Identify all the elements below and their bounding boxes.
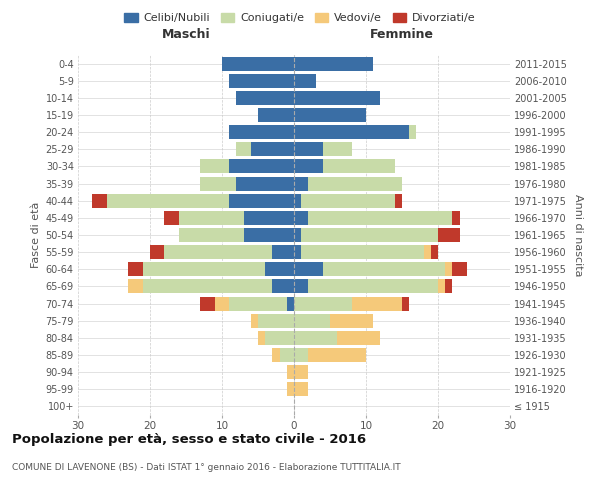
Bar <box>258 108 294 122</box>
Bar <box>294 262 323 276</box>
Bar <box>294 108 366 122</box>
Bar <box>287 382 294 396</box>
Bar <box>323 142 352 156</box>
Text: Popolazione per età, sesso e stato civile - 2016: Popolazione per età, sesso e stato civil… <box>12 432 366 446</box>
Bar <box>395 194 402 207</box>
Bar <box>452 211 460 225</box>
Bar <box>308 348 366 362</box>
Text: Maschi: Maschi <box>161 28 211 42</box>
Bar <box>294 176 308 190</box>
Bar <box>244 228 294 242</box>
Bar <box>431 245 438 259</box>
Bar <box>294 331 337 345</box>
Bar <box>128 280 143 293</box>
Bar <box>251 142 294 156</box>
Bar <box>452 262 467 276</box>
Bar <box>200 160 229 173</box>
Bar <box>301 245 424 259</box>
Bar <box>301 194 395 207</box>
Bar <box>445 280 452 293</box>
Bar <box>143 262 265 276</box>
Bar <box>402 296 409 310</box>
Bar <box>265 262 294 276</box>
Bar <box>294 280 308 293</box>
Bar <box>200 176 236 190</box>
Bar <box>179 228 244 242</box>
Bar <box>294 365 308 379</box>
Bar <box>294 142 323 156</box>
Bar <box>330 314 373 328</box>
Bar <box>107 194 229 207</box>
Bar <box>265 331 294 345</box>
Bar <box>294 74 316 88</box>
Bar <box>215 296 229 310</box>
Bar <box>251 314 258 328</box>
Bar <box>438 228 460 242</box>
Bar <box>294 348 308 362</box>
Bar <box>200 296 215 310</box>
Bar <box>301 228 438 242</box>
Bar <box>229 125 294 139</box>
Bar <box>294 160 323 173</box>
Bar <box>445 262 452 276</box>
Bar <box>294 56 373 70</box>
Bar <box>150 245 164 259</box>
Bar <box>287 365 294 379</box>
Text: Femmine: Femmine <box>370 28 434 42</box>
Bar <box>179 211 244 225</box>
Text: COMUNE DI LAVENONE (BS) - Dati ISTAT 1° gennaio 2016 - Elaborazione TUTTITALIA.I: COMUNE DI LAVENONE (BS) - Dati ISTAT 1° … <box>12 462 401 471</box>
Bar <box>294 125 409 139</box>
Bar <box>424 245 431 259</box>
Bar <box>258 331 265 345</box>
Bar <box>323 160 395 173</box>
Bar <box>272 348 280 362</box>
Bar <box>258 314 294 328</box>
Bar <box>229 194 294 207</box>
Bar <box>222 56 294 70</box>
Bar <box>294 211 308 225</box>
Bar <box>272 280 294 293</box>
Bar <box>294 194 301 207</box>
Bar <box>294 245 301 259</box>
Bar <box>294 314 330 328</box>
Bar <box>308 211 452 225</box>
Bar <box>143 280 272 293</box>
Bar <box>287 296 294 310</box>
Bar <box>337 331 380 345</box>
Bar <box>244 211 294 225</box>
Bar <box>323 262 445 276</box>
Bar <box>236 142 251 156</box>
Bar <box>294 91 380 105</box>
Bar <box>280 348 294 362</box>
Y-axis label: Fasce di età: Fasce di età <box>31 202 41 268</box>
Y-axis label: Anni di nascita: Anni di nascita <box>572 194 583 276</box>
Legend: Celibi/Nubili, Coniugati/e, Vedovi/e, Divorziati/e: Celibi/Nubili, Coniugati/e, Vedovi/e, Di… <box>120 8 480 28</box>
Bar <box>294 228 301 242</box>
Bar <box>236 176 294 190</box>
Bar <box>272 245 294 259</box>
Bar <box>92 194 107 207</box>
Bar <box>164 245 272 259</box>
Bar <box>409 125 416 139</box>
Bar <box>229 74 294 88</box>
Bar <box>128 262 143 276</box>
Bar <box>236 91 294 105</box>
Bar <box>294 382 308 396</box>
Bar <box>308 280 438 293</box>
Bar <box>438 280 445 293</box>
Bar <box>164 211 179 225</box>
Bar <box>229 160 294 173</box>
Bar <box>308 176 402 190</box>
Bar <box>229 296 287 310</box>
Bar <box>352 296 402 310</box>
Bar <box>294 296 352 310</box>
